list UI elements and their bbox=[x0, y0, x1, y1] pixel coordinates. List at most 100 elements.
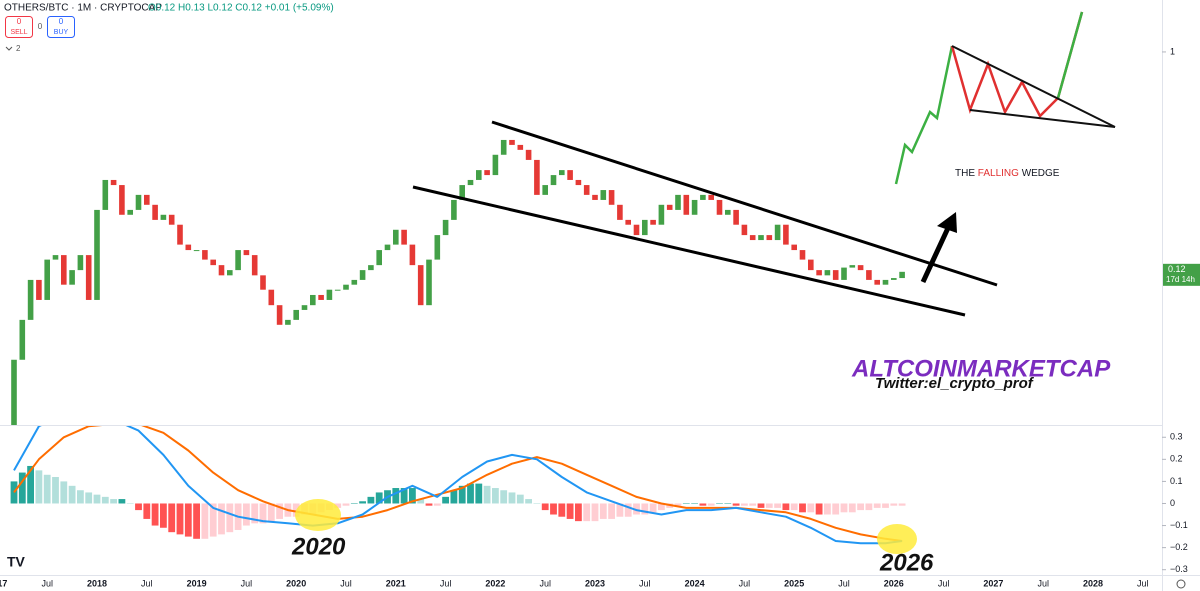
collapse-icon[interactable] bbox=[5, 46, 13, 51]
candle bbox=[85, 255, 92, 300]
sell-label: SELL bbox=[10, 29, 27, 36]
candle bbox=[285, 319, 291, 325]
candle bbox=[700, 194, 706, 200]
candle bbox=[766, 235, 773, 241]
candle bbox=[343, 284, 349, 290]
histogram-bar bbox=[218, 503, 225, 535]
y-tick-label: −0.2 bbox=[1170, 542, 1188, 552]
y-tick-label: 0 bbox=[1170, 498, 1175, 508]
inset-breakout bbox=[1056, 11, 1084, 99]
histogram-bar bbox=[492, 488, 499, 504]
histogram-bar bbox=[52, 476, 59, 504]
candle bbox=[326, 289, 333, 300]
mark-2020: 2020 bbox=[291, 533, 346, 560]
histogram-bar bbox=[193, 503, 200, 539]
histogram-bar bbox=[608, 503, 615, 519]
histogram-bar bbox=[350, 503, 358, 504]
candle bbox=[119, 185, 125, 215]
x-tick-label: Jul bbox=[141, 578, 153, 588]
histogram-bar bbox=[101, 496, 109, 504]
candle bbox=[758, 235, 764, 241]
candle bbox=[27, 279, 34, 320]
candle bbox=[193, 250, 200, 252]
candle bbox=[799, 250, 806, 260]
histogram-bar bbox=[93, 494, 101, 504]
candle bbox=[517, 144, 524, 150]
histogram-bar bbox=[27, 465, 34, 504]
x-tick-label: Jul bbox=[739, 578, 751, 588]
inset-uptrend bbox=[894, 45, 954, 185]
histogram-bar bbox=[417, 499, 425, 504]
histogram-bar bbox=[765, 503, 773, 508]
candle bbox=[575, 179, 582, 186]
candle bbox=[857, 265, 864, 271]
histogram-bar bbox=[882, 503, 889, 508]
candle bbox=[144, 194, 150, 205]
histogram-bar bbox=[201, 503, 209, 539]
y-tick-label: −0.1 bbox=[1170, 520, 1188, 530]
macd-line bbox=[13, 426, 903, 545]
candle bbox=[61, 255, 67, 285]
candle bbox=[260, 275, 266, 290]
candle bbox=[268, 289, 275, 306]
candle bbox=[110, 179, 117, 186]
arrow-shaft bbox=[920, 226, 951, 284]
highlight-2020 bbox=[295, 499, 341, 531]
histogram-bar bbox=[467, 483, 474, 504]
histogram-bar bbox=[450, 490, 458, 504]
histogram-bar bbox=[815, 503, 823, 515]
signal-line bbox=[13, 426, 903, 542]
histogram-bar bbox=[251, 503, 259, 524]
candle bbox=[235, 250, 241, 271]
histogram-bar bbox=[724, 503, 732, 504]
buy-value: 0 bbox=[59, 17, 64, 26]
candle bbox=[808, 259, 814, 271]
sell-button[interactable] bbox=[5, 16, 33, 38]
y-tick-label: 0.2 bbox=[1170, 454, 1183, 464]
candle bbox=[69, 270, 75, 285]
candle bbox=[442, 219, 449, 236]
histogram-bar bbox=[757, 503, 765, 508]
candle bbox=[127, 209, 133, 215]
candle bbox=[625, 219, 631, 225]
histogram-bar bbox=[716, 503, 723, 504]
histogram-bar bbox=[533, 503, 541, 504]
settings-icon[interactable] bbox=[1176, 579, 1186, 589]
histogram-bar bbox=[342, 503, 350, 506]
inset-title: THE FALLING WEDGE bbox=[955, 168, 1060, 179]
candle bbox=[725, 209, 731, 215]
spread: 0 bbox=[38, 22, 43, 31]
candle bbox=[608, 190, 615, 205]
candle bbox=[210, 259, 216, 266]
histogram-bar bbox=[276, 503, 283, 519]
candle bbox=[19, 319, 26, 360]
candle bbox=[417, 265, 424, 306]
histogram-bar bbox=[541, 503, 549, 511]
candle bbox=[484, 170, 490, 176]
histogram-bar bbox=[433, 503, 441, 506]
y-tick-label: 0.3 bbox=[1170, 432, 1183, 442]
histogram-bar bbox=[624, 503, 632, 517]
histogram-bar bbox=[649, 503, 657, 513]
histogram-bar bbox=[807, 503, 815, 513]
twitter: Twitter:el_crypto_prof bbox=[875, 375, 1035, 392]
candle bbox=[384, 244, 391, 251]
candle bbox=[816, 270, 822, 276]
candle bbox=[177, 224, 183, 245]
price-pane bbox=[11, 139, 905, 425]
sell-value: 0 bbox=[17, 17, 22, 26]
candle bbox=[318, 294, 324, 300]
symbol: OTHERS/BTC · 1M · CRYPTOCAP bbox=[4, 3, 162, 14]
candle bbox=[567, 170, 573, 180]
histogram-bar bbox=[118, 499, 126, 504]
inset bbox=[843, 2, 1161, 196]
x-tick-label: Jul bbox=[539, 578, 551, 588]
candle bbox=[534, 159, 540, 195]
histogram-bar bbox=[890, 503, 898, 506]
candle bbox=[791, 244, 797, 251]
buy-button[interactable] bbox=[47, 16, 75, 38]
candle bbox=[276, 305, 283, 325]
candle bbox=[832, 270, 839, 280]
